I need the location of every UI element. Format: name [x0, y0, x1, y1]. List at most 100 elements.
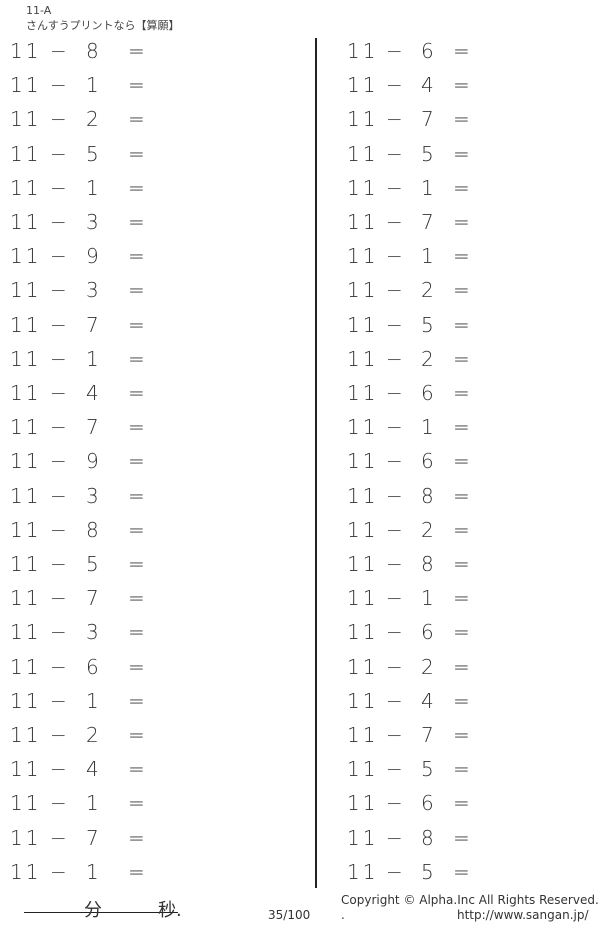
subtrahend: 1	[421, 586, 434, 611]
equals-sign: =	[453, 210, 470, 234]
equals-sign: =	[453, 825, 470, 850]
minus-sign: −	[386, 688, 403, 713]
minus-sign: −	[50, 141, 67, 166]
subtrahend: 5	[86, 552, 99, 576]
minuend: 11	[10, 723, 42, 747]
minuend: 11	[10, 73, 42, 98]
minus-sign: −	[50, 73, 67, 98]
equals-sign: =	[453, 39, 470, 63]
seconds-label: 秒.	[158, 900, 182, 921]
minuend: 11	[10, 757, 42, 782]
subtrahend: 6	[421, 449, 434, 474]
subtrahend: 5	[86, 141, 99, 166]
equals-sign: =	[453, 688, 470, 713]
subtrahend: 1	[86, 791, 99, 816]
subtrahend: 4	[421, 73, 434, 98]
equals-sign: =	[128, 210, 145, 234]
minuend: 11	[10, 278, 42, 303]
minuend: 11	[347, 859, 379, 884]
subtrahend: 1	[86, 73, 99, 98]
minus-sign: −	[50, 586, 67, 611]
subtrahend: 5	[421, 312, 434, 337]
minuend: 11	[347, 175, 379, 200]
equals-sign: =	[453, 723, 470, 747]
minus-sign: −	[50, 210, 67, 234]
subtrahend: 7	[86, 415, 99, 440]
minuend: 11	[347, 791, 379, 816]
equals-sign: =	[128, 859, 145, 884]
subtrahend: 6	[421, 791, 434, 816]
subtrahend: 6	[421, 39, 434, 63]
equals-sign: =	[128, 175, 145, 200]
minus-sign: −	[386, 723, 403, 747]
subtrahend: 7	[86, 312, 99, 337]
minus-sign: −	[386, 654, 403, 679]
subtrahend: 3	[86, 620, 99, 645]
minus-sign: −	[50, 415, 67, 440]
minuend: 11	[347, 517, 379, 542]
equals-sign: =	[128, 312, 145, 337]
subtrahend: 1	[421, 244, 434, 269]
minuend: 11	[10, 39, 42, 63]
minus-sign: −	[386, 278, 403, 303]
equals-sign: =	[453, 791, 470, 816]
subtrahend: 9	[86, 244, 99, 269]
minus-sign: −	[50, 483, 67, 508]
minus-sign: −	[386, 141, 403, 166]
minuend: 11	[10, 791, 42, 816]
subtrahend: 6	[421, 620, 434, 645]
minus-sign: −	[50, 312, 67, 337]
equals-sign: =	[128, 791, 145, 816]
equals-sign: =	[453, 552, 470, 576]
minus-sign: −	[50, 825, 67, 850]
minus-sign: −	[386, 517, 403, 542]
subtrahend: 2	[421, 346, 434, 371]
minuend: 11	[10, 107, 42, 132]
minuend: 11	[347, 312, 379, 337]
subtrahend: 5	[421, 859, 434, 884]
equals-sign: =	[453, 244, 470, 269]
equals-sign: =	[128, 688, 145, 713]
subtrahend: 1	[86, 859, 99, 884]
minuend: 11	[347, 73, 379, 98]
minus-sign: −	[50, 723, 67, 747]
equals-sign: =	[128, 449, 145, 474]
subtrahend: 1	[86, 688, 99, 713]
subtrahend: 8	[86, 39, 99, 63]
minuend: 11	[10, 517, 42, 542]
minuend: 11	[347, 825, 379, 850]
minus-sign: −	[386, 415, 403, 440]
equals-sign: =	[453, 278, 470, 303]
equals-sign: =	[128, 73, 145, 98]
equals-sign: =	[453, 654, 470, 679]
equals-sign: =	[128, 620, 145, 645]
minus-sign: −	[386, 210, 403, 234]
minus-sign: −	[50, 757, 67, 782]
minus-sign: −	[50, 107, 67, 132]
equals-sign: =	[128, 552, 145, 576]
minutes-label: 分	[84, 900, 102, 921]
equals-sign: =	[128, 381, 145, 405]
equals-sign: =	[128, 757, 145, 782]
subtrahend: 7	[421, 210, 434, 234]
equals-sign: =	[128, 723, 145, 747]
minus-sign: −	[386, 483, 403, 508]
minuend: 11	[347, 552, 379, 576]
minus-sign: −	[386, 175, 403, 200]
subtrahend: 6	[86, 654, 99, 679]
minuend: 11	[347, 415, 379, 440]
minus-sign: −	[386, 825, 403, 850]
subtrahend: 6	[421, 381, 434, 405]
minuend: 11	[10, 654, 42, 679]
subtrahend: 5	[421, 757, 434, 782]
subtrahend: 4	[86, 381, 99, 405]
equals-sign: =	[453, 73, 470, 98]
minuend: 11	[10, 688, 42, 713]
minus-sign: −	[386, 73, 403, 98]
equals-sign: =	[128, 586, 145, 611]
page-number: 35/100	[268, 908, 311, 922]
time-answer-line	[24, 912, 178, 913]
minuend: 11	[10, 175, 42, 200]
equals-sign: =	[453, 346, 470, 371]
minuend: 11	[10, 141, 42, 166]
